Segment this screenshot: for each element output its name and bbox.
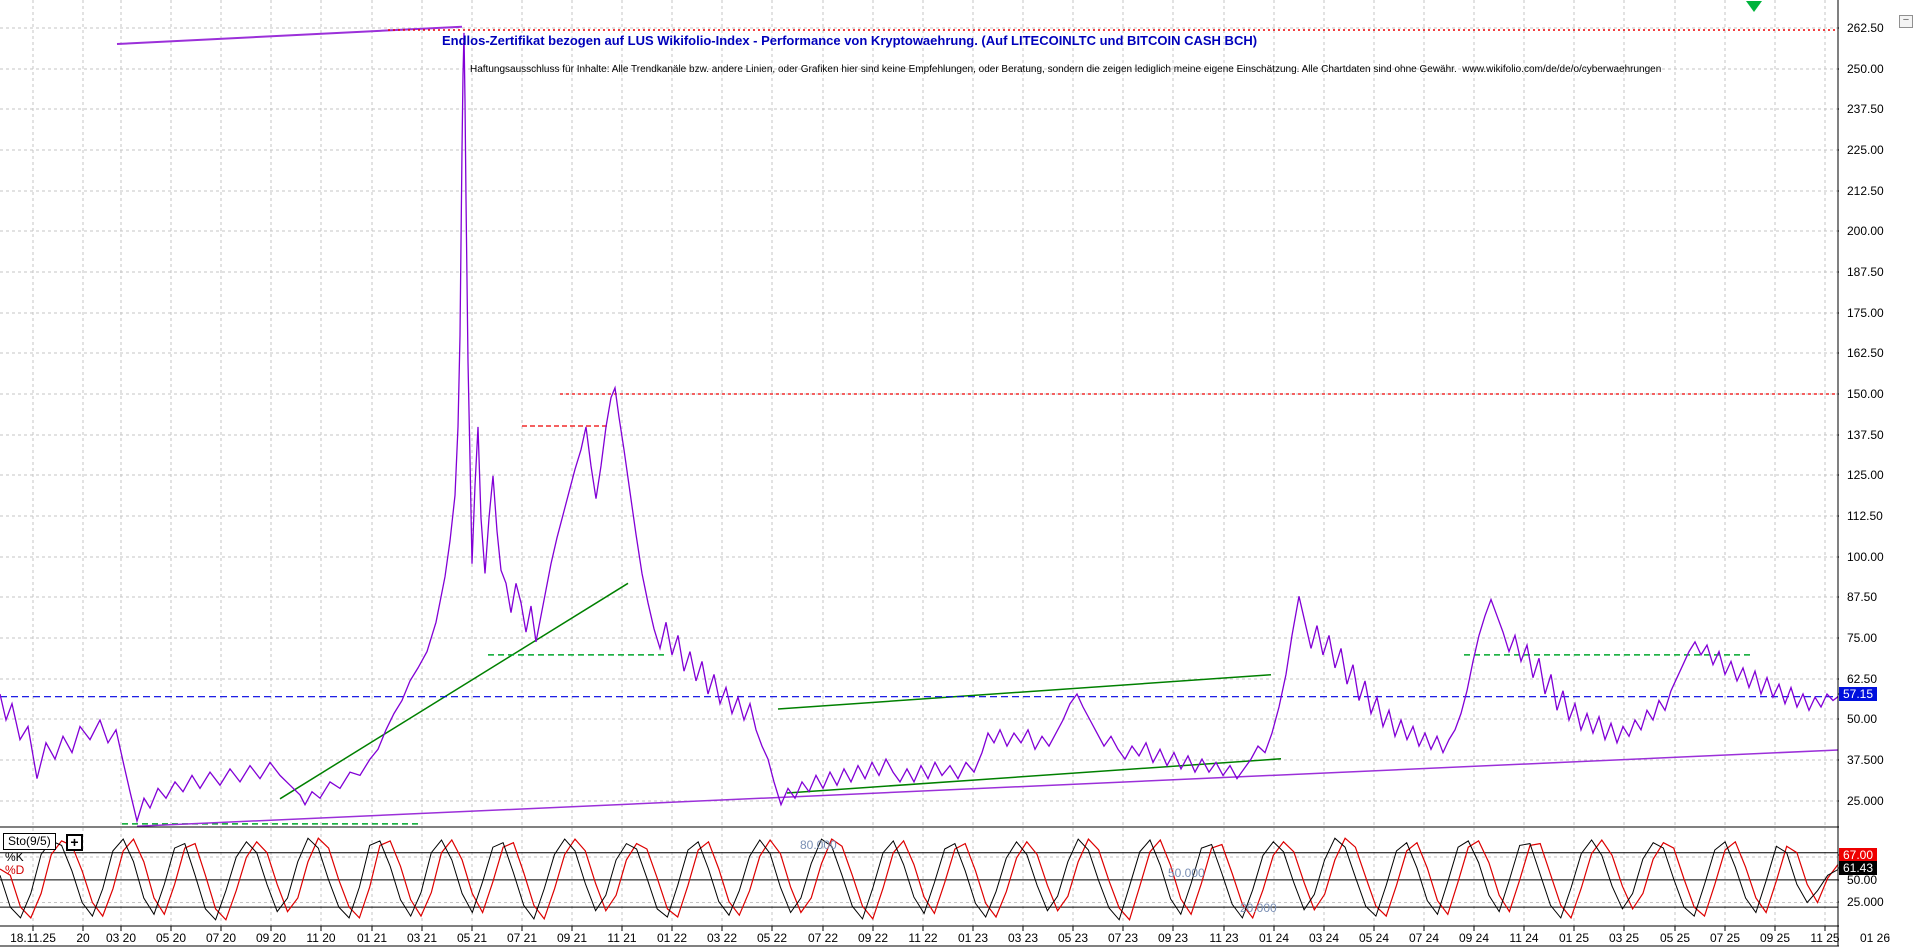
osc-level-label-80: 80.000 xyxy=(800,838,837,852)
x-axis-label: 11 23 xyxy=(1209,931,1239,945)
y-axis-label: 100.00 xyxy=(1847,550,1884,564)
x-axis-label: 01 25 xyxy=(1558,931,1590,945)
x-axis-label: 05 22 xyxy=(756,931,788,945)
x-axis-label: 09 21 xyxy=(556,931,588,945)
y-axis-label: 62.50 xyxy=(1847,672,1878,686)
y-axis-label: 162.50 xyxy=(1847,346,1884,360)
x-axis-label: 11 22 xyxy=(908,931,938,945)
osc-level-label-50: 50.000 xyxy=(1168,866,1205,880)
add-indicator-button[interactable]: + xyxy=(66,834,83,851)
trendline-upper-channel-purple xyxy=(116,25,463,45)
x-axis-label: 11 25 xyxy=(1810,931,1840,945)
x-axis-label: 03 20 xyxy=(105,931,137,945)
x-axis-label: 11 24 xyxy=(1509,931,1539,945)
x-axis-label: 07 21 xyxy=(506,931,538,945)
osc-axis-label: 25.000 xyxy=(1847,895,1884,909)
stochastic-d-line xyxy=(0,837,1839,922)
y-axis-label: 50.00 xyxy=(1847,712,1878,726)
y-axis-label: 125.00 xyxy=(1847,468,1884,482)
stochastic-indicator-button[interactable]: Sto(9/5) xyxy=(3,833,56,850)
x-axis-label: 01 23 xyxy=(957,931,989,945)
x-axis-label: 18.11.25 xyxy=(10,931,56,945)
x-axis-label: 07 20 xyxy=(205,931,237,945)
trendline-rally-support-green xyxy=(279,582,629,800)
stochastic-k-value-badge: 61.43 xyxy=(1839,861,1878,875)
x-axis-label: 07 22 xyxy=(807,931,839,945)
x-axis-label: 05 21 xyxy=(456,931,488,945)
price-axis-panel xyxy=(1839,0,1916,948)
y-axis-label: 212.50 xyxy=(1847,184,1884,198)
axis-corner-minus[interactable]: - xyxy=(1886,929,1890,943)
stochastic-d-value-badge: 67.00 xyxy=(1839,848,1878,862)
page-title: Endlos-Zertifikat bezogen auf LUS Wikifo… xyxy=(442,33,1258,48)
osc-axis-label: 50.00 xyxy=(1847,873,1878,887)
y-axis-label: 250.00 xyxy=(1847,62,1884,76)
y-axis-label: 37.500 xyxy=(1847,753,1884,767)
y-axis-label: 137.50 xyxy=(1847,428,1884,442)
stochastic-k-line xyxy=(0,837,1839,921)
y-axis-label: 112.50 xyxy=(1847,509,1883,523)
x-axis-label: 07 23 xyxy=(1107,931,1139,945)
y-axis-label: 75.00 xyxy=(1847,631,1878,645)
y-axis-label: 150.00 xyxy=(1847,387,1884,401)
x-axis-label: 05 20 xyxy=(155,931,187,945)
y-axis-label: 262.50 xyxy=(1847,21,1884,35)
trendline-channel-top-green xyxy=(777,674,1272,710)
x-axis-label: 11 21 xyxy=(607,931,637,945)
x-axis-label: 09 24 xyxy=(1458,931,1490,945)
x-axis-label: 20 xyxy=(76,931,90,945)
price-line xyxy=(0,32,1839,824)
x-axis-label: 01 22 xyxy=(656,931,688,945)
x-axis-label: 03 23 xyxy=(1007,931,1039,945)
stochastic-k-legend: %K xyxy=(5,850,24,864)
x-axis-label: 09 22 xyxy=(857,931,889,945)
x-axis-label: 05 25 xyxy=(1659,931,1691,945)
x-axis-label: 05 23 xyxy=(1057,931,1089,945)
y-axis-label: 25.000 xyxy=(1847,794,1884,808)
current-price-badge: 57.15 xyxy=(1839,687,1878,701)
x-axis-label: 09 23 xyxy=(1157,931,1189,945)
x-axis-label: 09 20 xyxy=(255,931,287,945)
y-axis-label: 87.50 xyxy=(1847,590,1878,604)
disclaimer-text: Haftungsausschluss für Inhalte: Alle Tre… xyxy=(470,64,1662,75)
trendline-long-support-purple xyxy=(136,749,1839,827)
y-axis-label: 237.50 xyxy=(1847,102,1884,116)
y-axis-label: 200.00 xyxy=(1847,224,1884,238)
trendline-channel-bottom-green xyxy=(786,758,1282,794)
x-axis-label: 09 25 xyxy=(1759,931,1791,945)
x-axis-label: 07 25 xyxy=(1709,931,1741,945)
collapse-panel-button[interactable]: − xyxy=(1899,15,1913,28)
y-axis-label: 187.50 xyxy=(1847,265,1884,279)
osc-level-label-20: 20.000 xyxy=(1240,901,1277,915)
y-axis-label: 175.00 xyxy=(1847,306,1884,320)
x-axis-label: 07 24 xyxy=(1408,931,1440,945)
y-axis-label: 225.00 xyxy=(1847,143,1884,157)
x-axis-label: 01 26 xyxy=(1859,931,1891,945)
x-axis-label: 03 25 xyxy=(1608,931,1640,945)
x-axis-label: 01 24 xyxy=(1258,931,1290,945)
x-axis-label: 03 24 xyxy=(1308,931,1340,945)
stochastic-d-legend: %D xyxy=(5,863,25,877)
signal-triangle-down-icon xyxy=(1746,1,1762,12)
x-axis-label: 03 21 xyxy=(406,931,438,945)
x-axis-label: 01 21 xyxy=(356,931,388,945)
x-axis-label: 05 24 xyxy=(1358,931,1390,945)
x-axis-label: 11 20 xyxy=(306,931,336,945)
x-axis-label: 03 22 xyxy=(706,931,738,945)
